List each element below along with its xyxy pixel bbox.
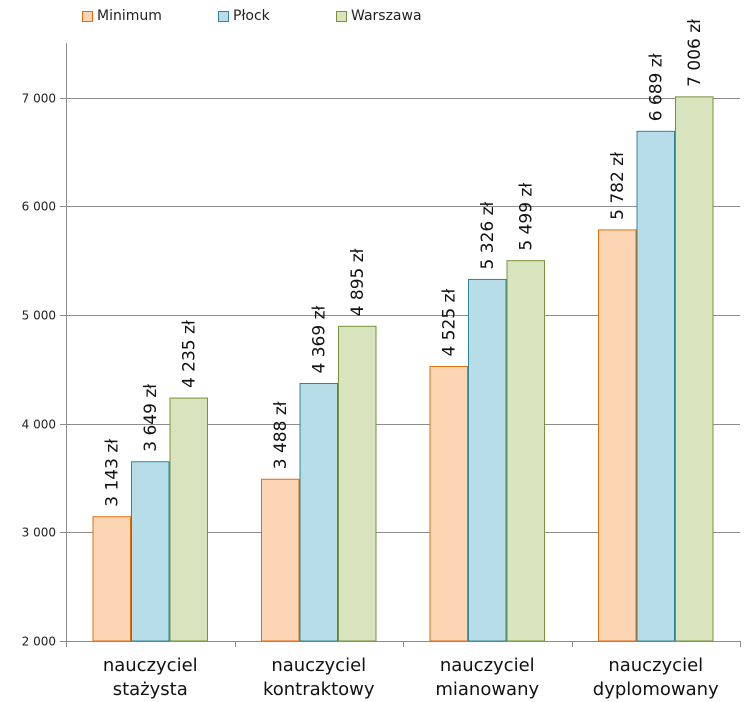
x-category-label-line1: nauczyciel bbox=[103, 655, 198, 676]
data-label: 4 525 zł bbox=[440, 289, 460, 357]
y-tick-label: 7 000 bbox=[22, 92, 56, 106]
data-label: 3 143 zł bbox=[103, 439, 123, 507]
data-label: 3 488 zł bbox=[271, 401, 291, 469]
bar-minimum-4 bbox=[598, 229, 637, 642]
bar-minimum-2 bbox=[261, 478, 300, 642]
data-label: 4 369 zł bbox=[310, 305, 330, 373]
y-tick-label: 6 000 bbox=[22, 200, 56, 214]
y-tick-label: 5 000 bbox=[22, 309, 56, 323]
legend: Minimum Płock Warszawa bbox=[82, 8, 422, 24]
data-label: 6 689 zł bbox=[647, 53, 667, 121]
data-label: 5 326 zł bbox=[478, 201, 498, 269]
x-category-label-line1: nauczyciel bbox=[440, 655, 535, 676]
legend-swatch-plock bbox=[218, 10, 229, 22]
bar-warszawa-4 bbox=[675, 96, 714, 642]
data-label: 5 782 zł bbox=[608, 152, 628, 220]
x-category-label-line2: dyplomowany bbox=[593, 679, 719, 700]
x-category-label-line1: nauczyciel bbox=[271, 655, 366, 676]
legend-item-plock: Płock bbox=[218, 8, 336, 24]
data-label: 7 006 zł bbox=[685, 19, 705, 87]
bar-plock-1 bbox=[131, 461, 170, 642]
x-category-label-line2: stażysta bbox=[113, 679, 188, 700]
data-label: 5 499 zł bbox=[517, 183, 537, 251]
bar-plock-2 bbox=[299, 382, 338, 642]
y-tick-label: 2 000 bbox=[22, 635, 56, 649]
x-category-label-line2: kontraktowy bbox=[263, 679, 375, 700]
y-tick-label: 3 000 bbox=[22, 526, 56, 540]
bar-warszawa-3 bbox=[506, 260, 545, 642]
legend-label-plock: Płock bbox=[233, 8, 270, 24]
bar-warszawa-1 bbox=[169, 397, 208, 642]
data-label: 3 649 zł bbox=[141, 384, 161, 452]
y-tick-label: 4 000 bbox=[22, 418, 56, 432]
x-category-label-line2: mianowany bbox=[435, 679, 539, 700]
data-label: 4 895 zł bbox=[348, 248, 368, 316]
bar-minimum-1 bbox=[92, 516, 131, 642]
bar-minimum-3 bbox=[429, 366, 468, 642]
legend-label-minimum: Minimum bbox=[97, 8, 162, 24]
bar-plock-3 bbox=[468, 278, 507, 642]
legend-swatch-minimum bbox=[82, 10, 93, 22]
bar-warszawa-2 bbox=[338, 325, 377, 642]
x-category-label-line1: nauczyciel bbox=[608, 655, 703, 676]
bar-plock-4 bbox=[636, 130, 675, 642]
data-label: 4 235 zł bbox=[180, 320, 200, 388]
legend-swatch-warszawa bbox=[336, 10, 347, 22]
legend-label-warszawa: Warszawa bbox=[351, 8, 422, 24]
legend-item-warszawa: Warszawa bbox=[336, 8, 422, 24]
legend-item-minimum: Minimum bbox=[82, 8, 218, 24]
